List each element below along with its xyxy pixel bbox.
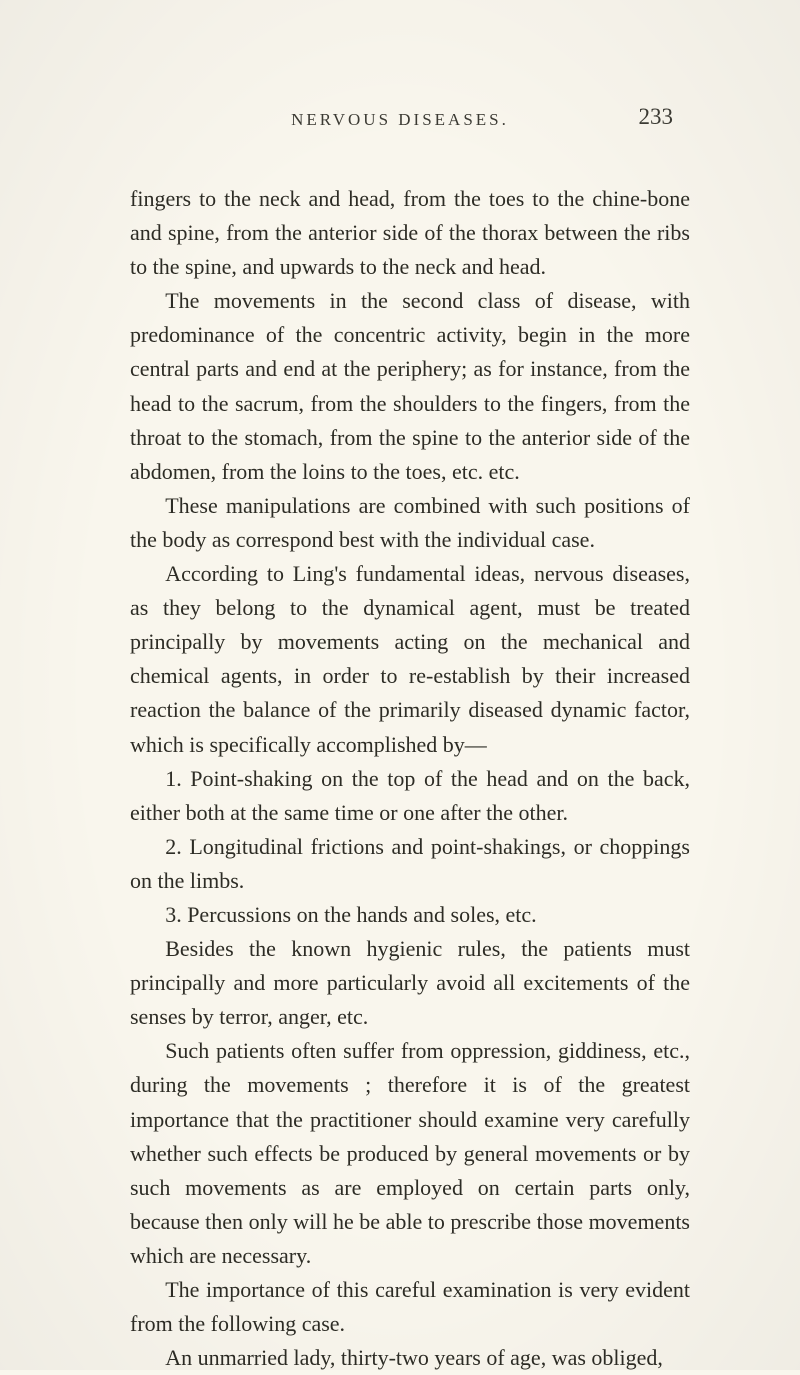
- list-item: 3. Percussions on the hands and soles, e…: [130, 898, 690, 932]
- paragraph: Besides the known hygienic rules, the pa…: [130, 932, 690, 1034]
- body-text: fingers to the neck and head, from the t…: [130, 182, 690, 1375]
- running-title: NERVOUS DISEASES.: [291, 110, 509, 130]
- list-item: 1. Point-shaking on the top of the head …: [130, 762, 690, 830]
- page-number: 233: [639, 104, 674, 130]
- paragraph: Such patients often suffer from oppressi…: [130, 1034, 690, 1273]
- paragraph: The movements in the second class of dis…: [130, 284, 690, 489]
- paragraph: According to Ling's fundamental ideas, n…: [130, 557, 690, 762]
- list-item: 2. Longitudinal frictions and point-shak…: [130, 830, 690, 898]
- paragraph: fingers to the neck and head, from the t…: [130, 182, 690, 284]
- paragraph: The importance of this careful examinati…: [130, 1273, 690, 1341]
- paragraph: These manipulations are combined with su…: [130, 489, 690, 557]
- page: NERVOUS DISEASES. 233 fingers to the nec…: [0, 0, 800, 1370]
- running-head: NERVOUS DISEASES.: [0, 110, 800, 130]
